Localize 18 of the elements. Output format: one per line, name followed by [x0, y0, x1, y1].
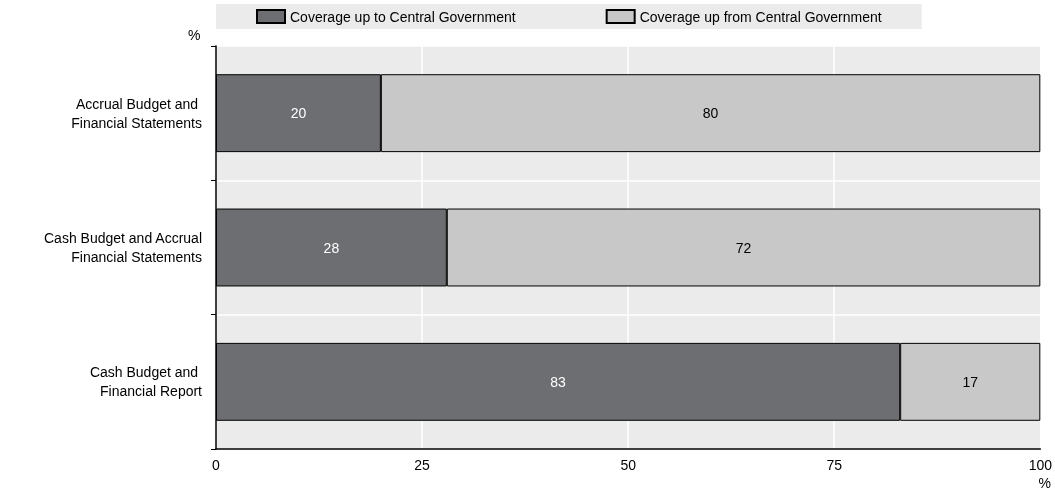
- y-tick-label: Accrual Budget and Financial Statements: [71, 95, 202, 131]
- x-tick-label: 25: [414, 457, 431, 473]
- data-label: 28: [323, 239, 340, 256]
- y-axis-title: %: [1038, 475, 1051, 491]
- x-tick-label: 100: [1028, 457, 1053, 473]
- x-tick-label: 0: [212, 457, 221, 473]
- data-label: 83: [550, 373, 567, 390]
- x-tick-label: 75: [826, 457, 843, 473]
- data-label: 72: [735, 239, 752, 256]
- legend-label: Coverage up from Central Government: [639, 8, 882, 25]
- data-label: 17: [962, 373, 979, 390]
- y-tick-label: Cash Budget and Accrual Financial Statements: [44, 230, 202, 265]
- data-label: 80: [702, 105, 719, 122]
- x-tick-label: 50: [620, 457, 637, 473]
- legend-label: Coverage up to Central Government: [290, 8, 516, 25]
- data-label: 20: [290, 105, 307, 122]
- y-tick-label: Cash Budget and Financial Report: [89, 364, 203, 400]
- x-axis-title: %: [188, 27, 201, 43]
